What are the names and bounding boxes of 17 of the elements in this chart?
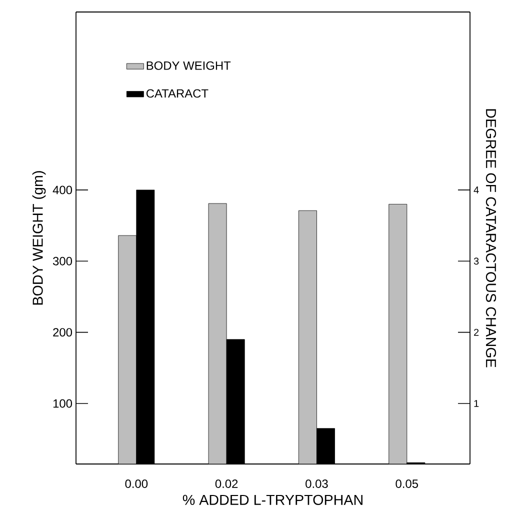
x-axis-title: % ADDED L-TRYPTOPHAN — [182, 494, 362, 505]
y2-tick-label: 2 — [474, 328, 479, 336]
legend-label: CATARACT — [146, 89, 208, 98]
y-tick-label: 200 — [53, 328, 72, 337]
x-tick-label: 0.02 — [215, 480, 238, 488]
y-tick-label: 400 — [52, 186, 72, 194]
y2-axis-title: DEGREE OF CATARACTOUS CHANGE — [486, 109, 496, 368]
y-tick-label: 300 — [52, 256, 72, 266]
legend-label: BODY WEIGHT — [146, 61, 231, 70]
y-tick-label: 100 — [53, 399, 72, 408]
y2-tick-label: 1 — [474, 400, 479, 407]
x-tick-label: 0.05 — [396, 480, 418, 488]
x-tick-label: 0.03 — [306, 480, 328, 488]
y2-tick-label: 3 — [474, 258, 479, 265]
y2-tick-label: 4 — [474, 186, 479, 194]
y-axis-title: BODY WEIGHT (gm) — [32, 171, 46, 305]
x-tick-label: 0.00 — [125, 480, 148, 488]
